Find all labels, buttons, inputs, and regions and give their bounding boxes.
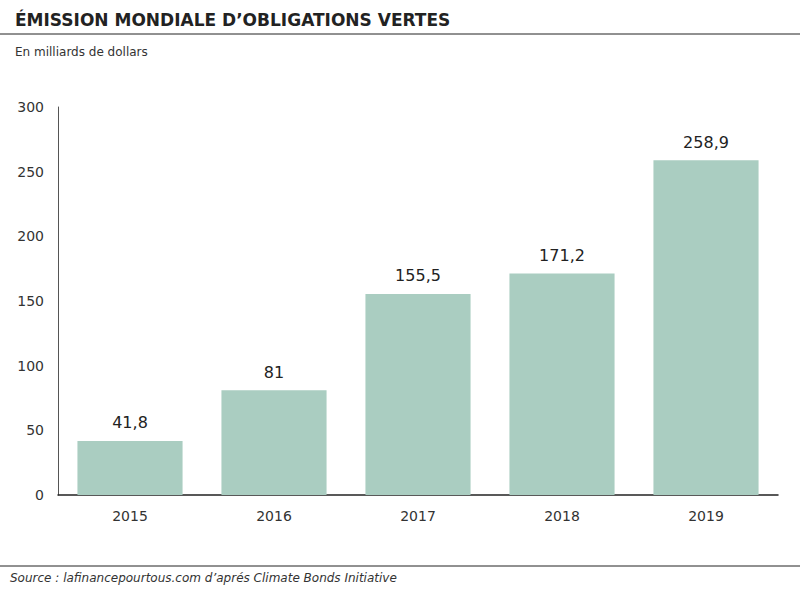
- svg-text:0: 0: [35, 487, 44, 503]
- svg-text:150: 150: [17, 293, 44, 309]
- svg-text:2018: 2018: [544, 508, 580, 524]
- svg-text:En milliards de dollars: En milliards de dollars: [15, 45, 148, 59]
- svg-text:Source : lafinancepourtous.com: Source : lafinancepourtous.com d’aprés C…: [10, 571, 397, 585]
- svg-text:ÉMISSION MONDIALE D’OBLIGATION: ÉMISSION MONDIALE D’OBLIGATIONS VERTES: [15, 9, 450, 30]
- svg-text:41,8: 41,8: [112, 413, 148, 432]
- svg-text:300: 300: [17, 99, 44, 115]
- svg-text:171,2: 171,2: [539, 246, 585, 265]
- svg-text:2017: 2017: [400, 508, 436, 524]
- svg-text:2015: 2015: [112, 508, 148, 524]
- svg-text:250: 250: [17, 164, 44, 180]
- svg-text:100: 100: [17, 358, 44, 374]
- svg-text:2016: 2016: [256, 508, 292, 524]
- svg-text:81: 81: [264, 363, 284, 382]
- svg-text:2019: 2019: [688, 508, 724, 524]
- svg-text:50: 50: [26, 422, 44, 438]
- svg-text:258,9: 258,9: [683, 133, 729, 152]
- svg-text:155,5: 155,5: [395, 266, 441, 285]
- svg-text:200: 200: [17, 228, 44, 244]
